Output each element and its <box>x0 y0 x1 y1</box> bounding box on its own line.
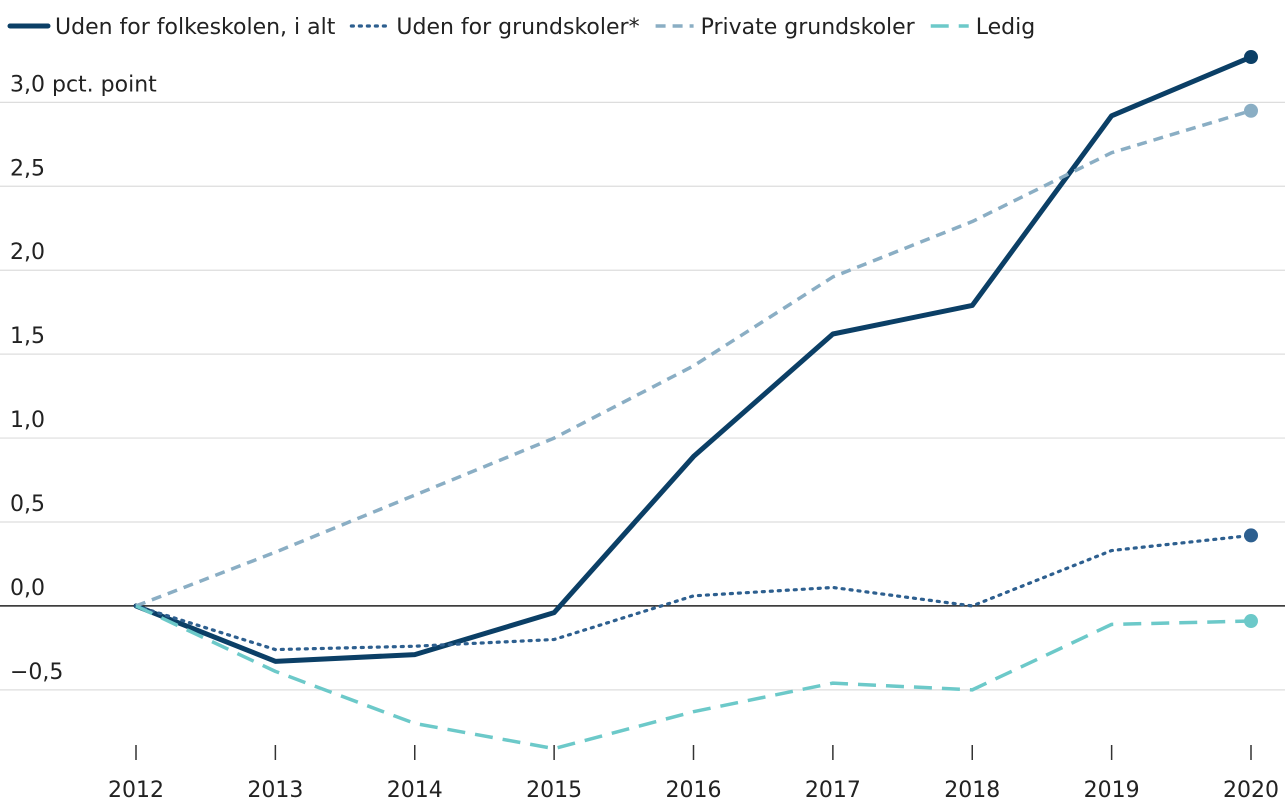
series-line <box>135 604 1252 751</box>
x-tick-label: 2015 <box>526 778 582 800</box>
x-tick-label: 2014 <box>387 778 443 800</box>
legend-label: Uden for grundskoler* <box>396 15 639 40</box>
end-dot <box>1244 50 1258 65</box>
series-line <box>134 533 1253 652</box>
x-tick-label: 2019 <box>1084 778 1140 800</box>
x-tick-label: 2013 <box>247 778 303 800</box>
series-line <box>133 54 1254 664</box>
x-tick-label: 2017 <box>805 778 861 800</box>
end-dot <box>1244 614 1258 629</box>
y-tick-label: 3,0 pct. point <box>10 72 157 97</box>
y-tick-label: 1,5 <box>10 324 45 349</box>
y-tick-label: 2,0 <box>10 240 45 265</box>
x-tick-label: 2020 <box>1223 778 1279 800</box>
end-dot <box>1244 103 1258 118</box>
y-tick-label: 2,5 <box>10 156 45 181</box>
y-tick-label: 0,0 <box>10 576 45 601</box>
x-tick-label: 2016 <box>666 778 722 800</box>
end-dot <box>1244 528 1258 543</box>
y-tick-label: 1,0 <box>10 408 45 433</box>
y-tick-label: 0,5 <box>10 492 45 517</box>
legend-label: Ledig <box>976 15 1035 40</box>
legend-label: Private grundskoler <box>701 15 916 40</box>
y-tick-label: −0,5 <box>10 660 63 685</box>
legend-label: Uden for folkeskolen, i alt <box>55 15 336 40</box>
series-line <box>135 109 1252 608</box>
x-tick-label: 2018 <box>944 778 1000 800</box>
x-tick-label: 2012 <box>108 778 164 800</box>
